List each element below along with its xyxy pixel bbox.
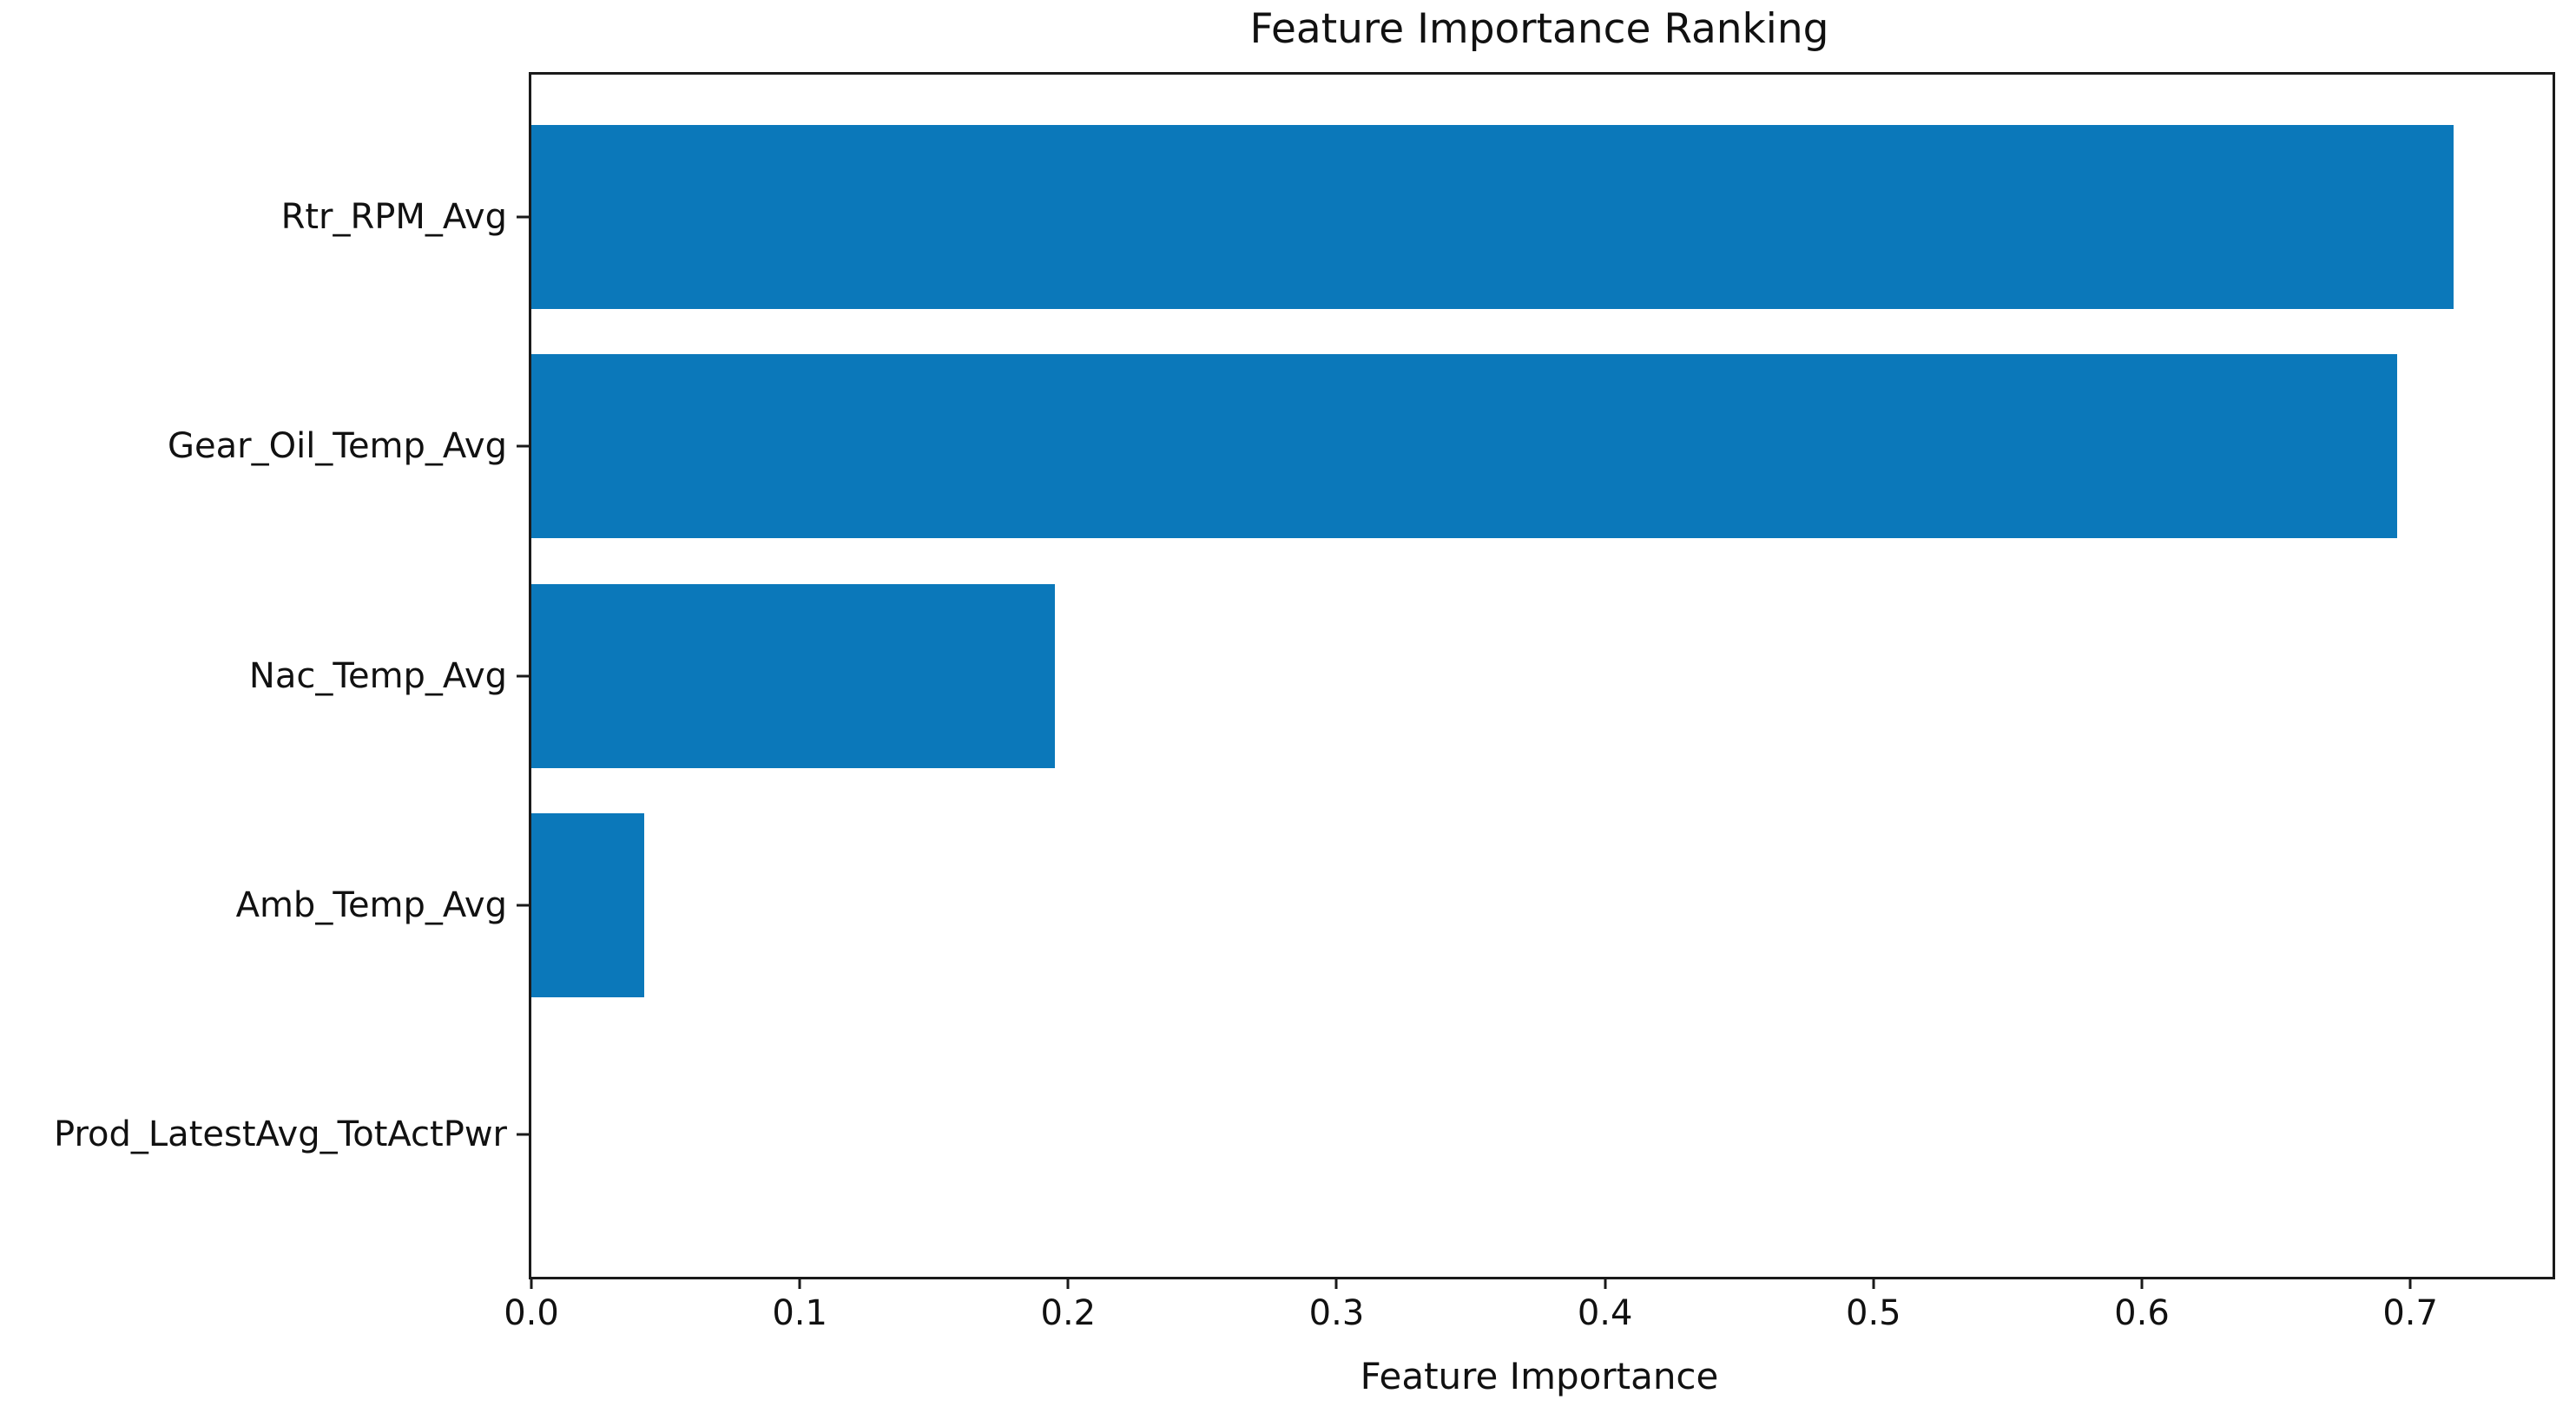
y-tick-label: Gear_Oil_Temp_Avg	[168, 426, 507, 467]
y-tick-mark	[517, 444, 529, 448]
bar	[531, 583, 1055, 768]
y-tick-mark	[517, 674, 529, 678]
y-tick-mark	[517, 1133, 529, 1136]
y-tick-mark	[517, 215, 529, 219]
x-tick-mark	[530, 1277, 533, 1289]
chart-title: Feature Importance Ranking	[1249, 5, 1829, 53]
x-tick-mark	[1872, 1277, 1875, 1289]
plot-area	[529, 72, 2555, 1279]
x-tick-mark	[1066, 1277, 1070, 1289]
bar	[531, 354, 2397, 539]
x-tick-label: 0.1	[772, 1293, 827, 1333]
x-axis-label: Feature Importance	[1360, 1355, 1719, 1397]
bar	[531, 125, 2454, 309]
x-tick-mark	[2408, 1277, 2412, 1289]
x-tick-label: 0.0	[504, 1293, 559, 1333]
x-tick-label: 0.7	[2382, 1293, 2438, 1333]
y-tick-label: Prod_LatestAvg_TotActPwr	[54, 1114, 507, 1155]
x-tick-mark	[1334, 1277, 1338, 1289]
x-tick-mark	[1604, 1277, 1607, 1289]
y-tick-label: Amb_Temp_Avg	[235, 884, 507, 925]
x-tick-label: 0.2	[1040, 1293, 1097, 1333]
x-tick-label: 0.5	[1846, 1293, 1901, 1333]
y-tick-label: Nac_Temp_Avg	[248, 655, 507, 696]
x-tick-mark	[798, 1277, 801, 1289]
x-tick-label: 0.4	[1577, 1293, 1633, 1333]
x-tick-label: 0.6	[2114, 1293, 2170, 1333]
y-tick-label: Rtr_RPM_Avg	[280, 197, 507, 237]
y-tick-mark	[517, 904, 529, 907]
bar	[531, 812, 644, 997]
bars-layer	[531, 75, 2553, 1277]
x-tick-mark	[2140, 1277, 2144, 1289]
x-tick-label: 0.3	[1308, 1293, 1365, 1333]
